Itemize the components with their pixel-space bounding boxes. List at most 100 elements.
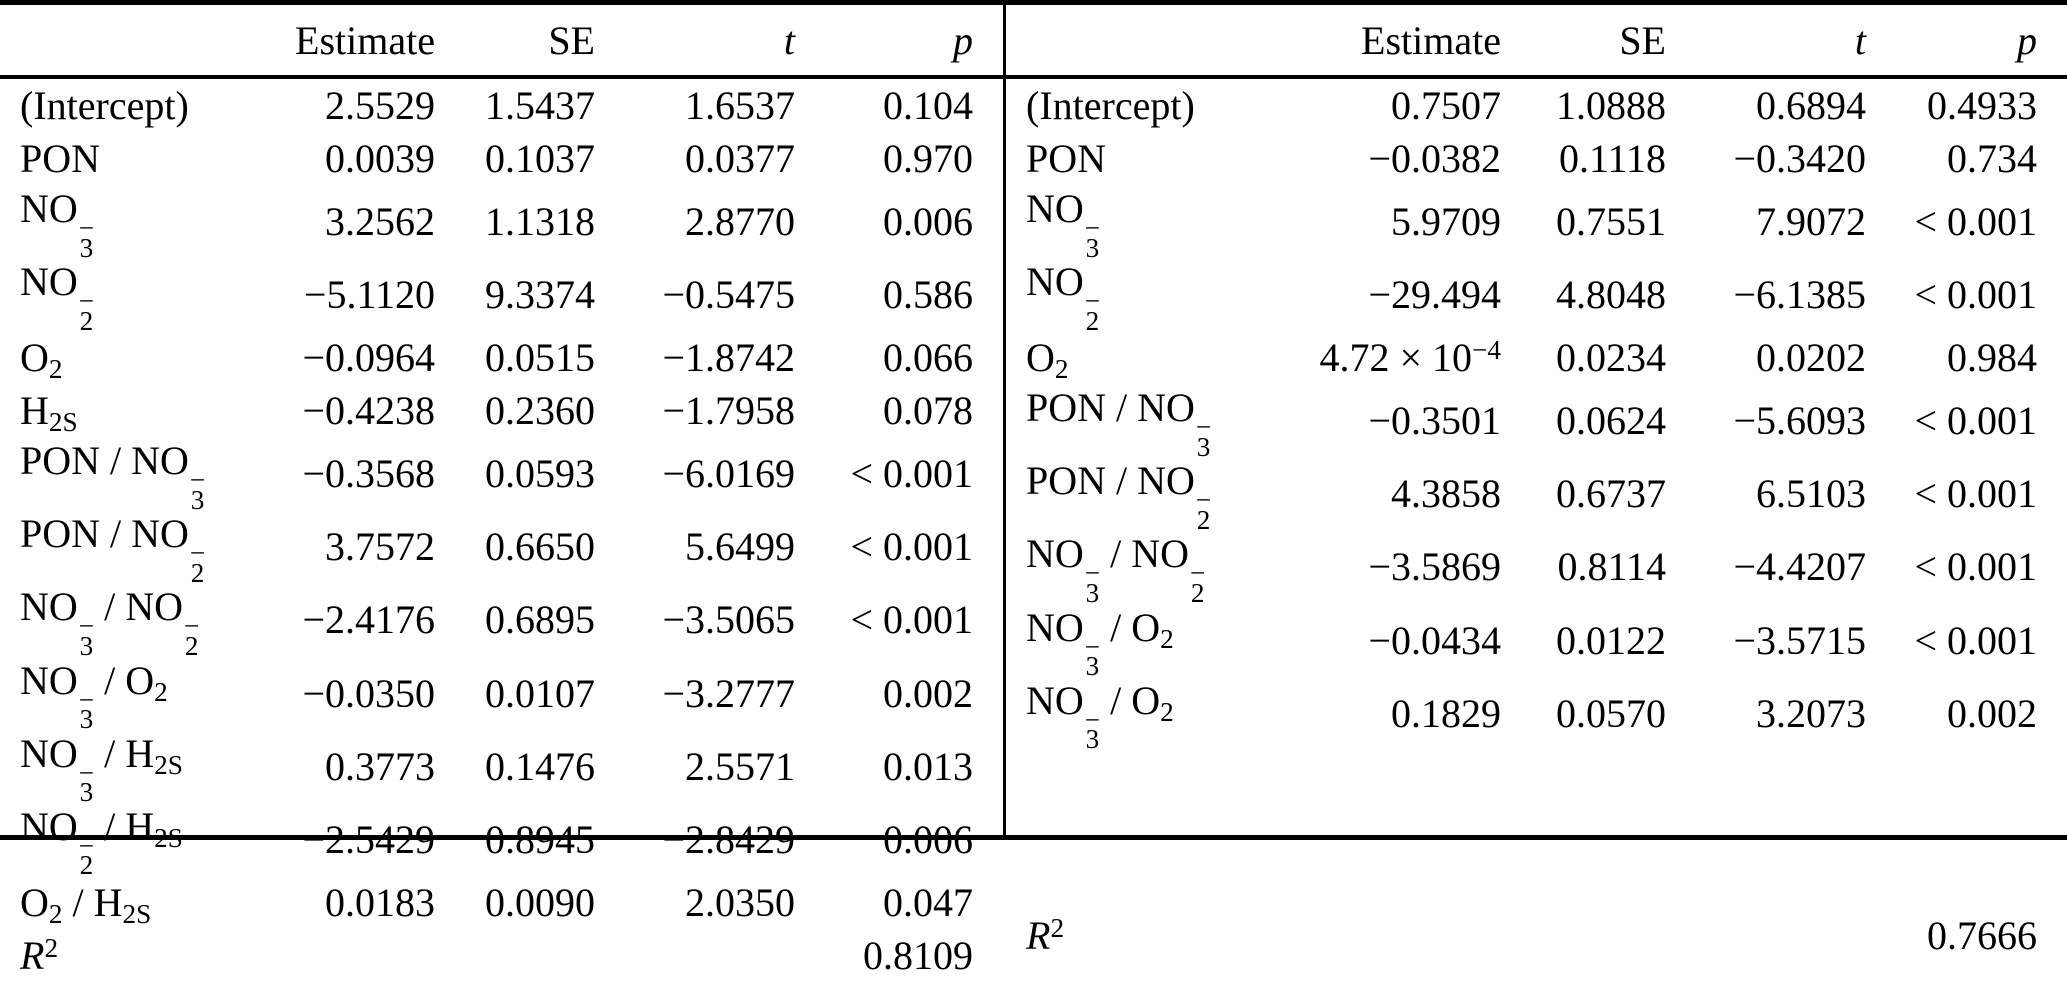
table-row: NO −3 3.2562 1.1318 2.8770 0.006 — [0, 185, 1003, 261]
row-label: NO −3 / NO −2 — [1026, 531, 1206, 608]
row-label: PON — [1026, 136, 1107, 181]
cell-t: 7.9072 — [1756, 199, 1866, 245]
cell-p: < 0.001 — [1914, 272, 2037, 318]
col-header-se: SE — [435, 5, 595, 79]
cell-se — [1501, 909, 1666, 962]
table-row: NO −3 / NO −2 −2.4176 0.6895 −3.5065 < 0.0… — [0, 583, 1003, 661]
cell-p: 0.7666 — [1927, 912, 2037, 958]
table-row: PON / NO −2 3.7572 0.6650 5.6499 < 0.001 — [0, 510, 1003, 588]
cell-se: 0.8945 — [485, 816, 595, 862]
table-row — [1006, 750, 2067, 803]
cell-se: 0.7551 — [1556, 199, 1666, 245]
cell-t — [1666, 856, 1866, 909]
cell-p: < 0.001 — [1914, 199, 2037, 245]
row-label: O2 — [1026, 335, 1069, 385]
cell-se: 0.0593 — [485, 451, 595, 497]
cell-se — [435, 929, 595, 982]
cell-p: 0.006 — [883, 816, 973, 862]
cell-se: 0.1118 — [1558, 136, 1666, 181]
row-label: O2 / H2S — [20, 879, 152, 929]
table-row — [1006, 856, 2067, 909]
row-label — [1006, 856, 1276, 909]
cell-estimate — [1276, 803, 1501, 856]
cell-t: −4.4207 — [1733, 544, 1866, 590]
cell-se: 0.8114 — [1557, 544, 1666, 590]
row-label: NO −3 / O2 — [20, 657, 168, 735]
cell-p: < 0.001 — [1914, 617, 2037, 663]
cell-p — [1866, 750, 2067, 803]
cell-estimate: 0.7507 — [1391, 83, 1501, 128]
cell-estimate — [1276, 909, 1501, 962]
row-label: NO −3 / NO −2 — [20, 584, 200, 661]
cell-p: 0.066 — [883, 335, 973, 381]
row-label — [1006, 803, 1276, 856]
cell-estimate: 0.1829 — [1391, 690, 1501, 736]
row-label: NO −2 — [20, 259, 95, 336]
row-label: PON / NO −2 — [20, 511, 206, 588]
row-label: NO −3 — [1026, 186, 1101, 263]
cell-se: 0.6650 — [485, 524, 595, 570]
cell-estimate: −0.3501 — [1368, 398, 1501, 444]
model-panel-left: Estimate SE t p (Intercept) 2.5529 1.543… — [0, 5, 1003, 978]
cell-estimate: 5.9709 — [1391, 199, 1501, 245]
table-row: PON / NO −3 −0.3568 0.0593 −6.0169 < 0.00… — [0, 437, 1003, 515]
cell-p: 0.984 — [1947, 335, 2037, 381]
cell-t — [595, 929, 795, 982]
cell-se: 0.0234 — [1556, 335, 1666, 381]
cell-estimate: −0.0382 — [1368, 136, 1501, 181]
header-row: Estimate SE t p — [1006, 5, 2067, 79]
cell-p: 0.734 — [1947, 136, 2037, 181]
cell-t: 2.5571 — [685, 743, 795, 789]
table-row: PON / NO −3 −0.3501 0.0624 −5.6093 < 0.00… — [1006, 384, 2067, 462]
cell-se: 0.0570 — [1556, 690, 1666, 736]
cell-p: 0.104 — [883, 83, 973, 128]
cell-estimate: −0.0964 — [302, 335, 435, 381]
cell-estimate: 0.3773 — [325, 743, 435, 789]
cell-t — [1666, 909, 1866, 962]
cell-se: 0.0515 — [485, 335, 595, 381]
cell-estimate: −0.0350 — [302, 670, 435, 716]
table-row: NO −2 −29.494 4.8048 −6.1385 < 0.001 — [1006, 258, 2067, 334]
cell-t: −0.5475 — [662, 272, 795, 318]
cell-estimate: 0.0039 — [325, 136, 435, 181]
row-label: NO −3 / O2 — [1026, 677, 1174, 755]
cell-p: < 0.001 — [850, 451, 973, 497]
row-label: R2 — [1026, 912, 1065, 958]
cell-p: 0.006 — [883, 199, 973, 245]
coefficient-table-left: Estimate SE t p (Intercept) 2.5529 1.543… — [0, 5, 1003, 982]
cell-se: 4.8048 — [1556, 272, 1666, 318]
cell-se: 1.1318 — [485, 199, 595, 245]
table-row: NO −2 −5.1120 9.3374 −0.5475 0.586 — [0, 258, 1003, 336]
cell-p: < 0.001 — [850, 524, 973, 570]
row-label: PON / NO −3 — [20, 438, 206, 515]
cell-t: −3.2777 — [662, 670, 795, 716]
cell-t: 0.0202 — [1756, 335, 1866, 381]
cell-t: 5.6499 — [685, 524, 795, 570]
cell-estimate: 4.3858 — [1391, 471, 1501, 517]
cell-p: < 0.001 — [1914, 398, 2037, 444]
cell-p: < 0.001 — [1914, 544, 2037, 590]
col-header-t: t — [595, 5, 795, 79]
cell-p — [1866, 856, 2067, 909]
cell-estimate: −2.5429 — [302, 816, 435, 862]
cell-se: 9.3374 — [485, 272, 595, 318]
table-row: NO −3 5.9709 0.7551 7.9072 < 0.001 — [1006, 185, 2067, 263]
cell-p — [1866, 803, 2067, 856]
cell-t: −5.6093 — [1733, 398, 1866, 444]
cell-t: −3.5715 — [1733, 617, 1866, 663]
cell-p: 0.002 — [883, 670, 973, 716]
cell-p: 0.002 — [1947, 690, 2037, 736]
row-label: (Intercept) — [20, 83, 189, 128]
cell-se — [1501, 750, 1666, 803]
cell-se — [1501, 803, 1666, 856]
cell-se: 1.5437 — [485, 83, 595, 128]
row-label: PON / NO −3 — [1026, 385, 1212, 462]
cell-se: 0.0107 — [485, 670, 595, 716]
col-header-p: p — [1866, 5, 2067, 79]
cell-p: 0.078 — [883, 388, 973, 434]
cell-t: −3.5065 — [662, 597, 795, 643]
table-body-left: (Intercept) 2.5529 1.5437 1.6537 0.104 P… — [0, 77, 1003, 982]
cell-estimate: −0.0434 — [1368, 617, 1501, 663]
table-row: (Intercept) 0.7507 1.0888 0.6894 0.4933 — [1006, 77, 2067, 132]
cell-t — [1666, 803, 1866, 856]
